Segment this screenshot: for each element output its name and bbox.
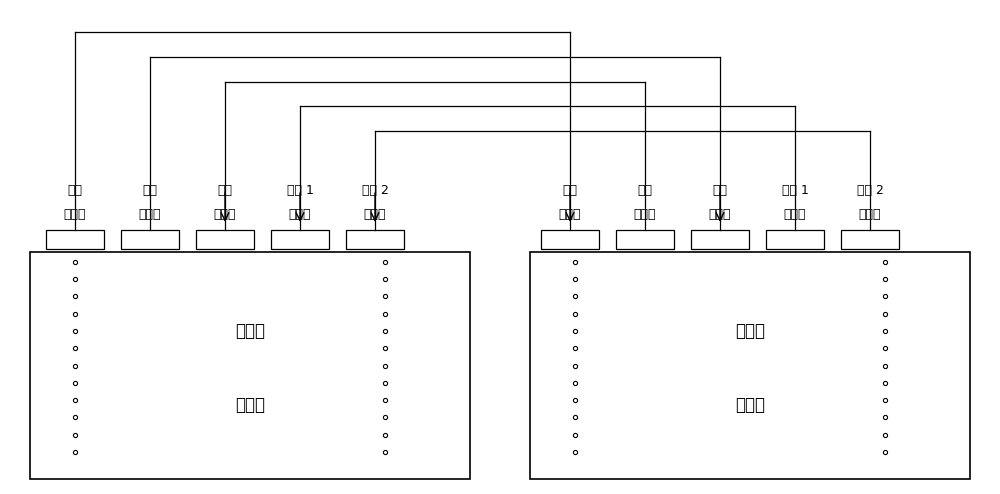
Text: 接收端: 接收端 — [735, 396, 765, 414]
Text: 光输出: 光输出 — [634, 208, 656, 221]
Text: 光输入: 光输入 — [559, 208, 581, 221]
Text: 脉冲 1: 脉冲 1 — [782, 184, 808, 197]
Polygon shape — [196, 230, 254, 249]
Text: 控制: 控制 — [218, 184, 232, 197]
Text: 光输入: 光输入 — [364, 208, 386, 221]
Text: 脉冲 2: 脉冲 2 — [362, 184, 388, 197]
Text: 光输入: 光输入 — [214, 208, 236, 221]
Text: 光输出: 光输出 — [139, 208, 161, 221]
Text: 故障: 故障 — [68, 184, 82, 197]
Text: 光输出: 光输出 — [64, 208, 86, 221]
Text: 故障: 故障 — [562, 184, 578, 197]
Polygon shape — [530, 252, 970, 479]
Polygon shape — [271, 230, 329, 249]
Text: 电接口: 电接口 — [235, 322, 265, 340]
Polygon shape — [616, 230, 674, 249]
Text: 电接口: 电接口 — [735, 322, 765, 340]
Text: 脉冲 1: 脉冲 1 — [287, 184, 313, 197]
Text: 数据: 数据 — [143, 184, 158, 197]
Polygon shape — [691, 230, 749, 249]
Text: 光输入: 光输入 — [289, 208, 311, 221]
Polygon shape — [841, 230, 899, 249]
Polygon shape — [46, 230, 104, 249]
Polygon shape — [766, 230, 824, 249]
Text: 光输出: 光输出 — [784, 208, 806, 221]
Text: 光输出: 光输出 — [859, 208, 881, 221]
Polygon shape — [541, 230, 599, 249]
Text: 数据: 数据 — [712, 184, 728, 197]
Polygon shape — [121, 230, 179, 249]
Text: 脉冲 2: 脉冲 2 — [857, 184, 883, 197]
Polygon shape — [30, 252, 470, 479]
Text: 控制: 控制 — [638, 184, 652, 197]
Text: 光输入: 光输入 — [709, 208, 731, 221]
Polygon shape — [346, 230, 404, 249]
Text: 发送端: 发送端 — [235, 396, 265, 414]
